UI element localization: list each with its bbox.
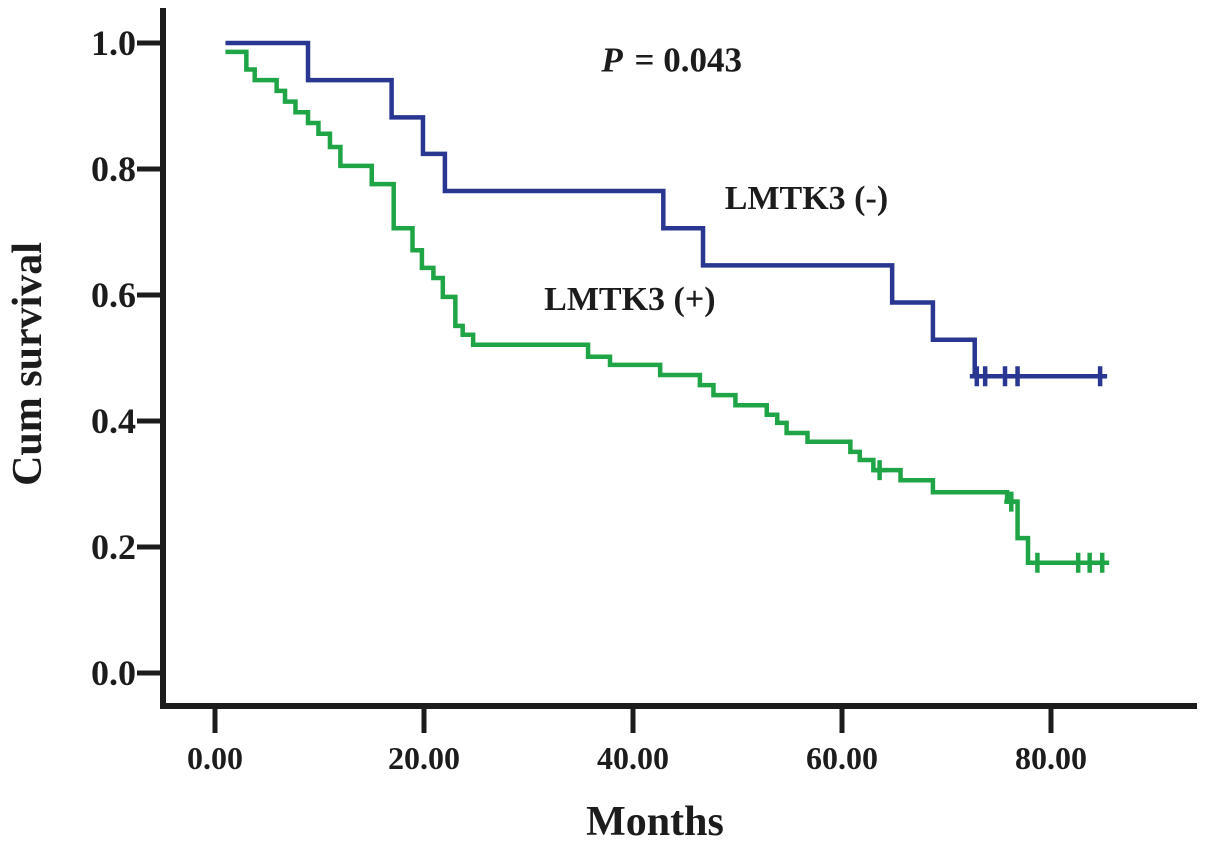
y-tick-label: 0.4 — [91, 401, 136, 441]
y-tick-label: 0.8 — [91, 149, 136, 189]
series-label-lmtk3-negative: LMTK3 (-) — [724, 180, 889, 218]
x-tick-label: 20.00 — [388, 740, 460, 776]
p-value-symbol: P — [601, 40, 623, 80]
survival-curve-lmtk3-negative — [225, 40, 1107, 379]
y-tick-label: 0.0 — [91, 653, 136, 693]
x-tick-label: 0.00 — [187, 740, 243, 776]
y-tick-label: 1.0 — [91, 23, 136, 63]
y-tick-label: 0.2 — [91, 527, 136, 567]
series-label-lmtk3-positive: LMTK3 (+) — [544, 281, 716, 319]
y-axis-title: Cum survival — [5, 242, 51, 486]
p-value-annotation: P = 0.043 — [601, 43, 742, 78]
x-tick-label: 40.00 — [597, 740, 669, 776]
survival-curve-lmtk3-positive — [225, 49, 1109, 565]
y-tick-label: 0.6 — [91, 275, 136, 315]
x-tick-label: 80.00 — [1015, 740, 1087, 776]
x-tick-label: 60.00 — [806, 740, 878, 776]
x-axis-title: Months — [586, 799, 724, 845]
p-value-number: = 0.043 — [625, 40, 742, 80]
